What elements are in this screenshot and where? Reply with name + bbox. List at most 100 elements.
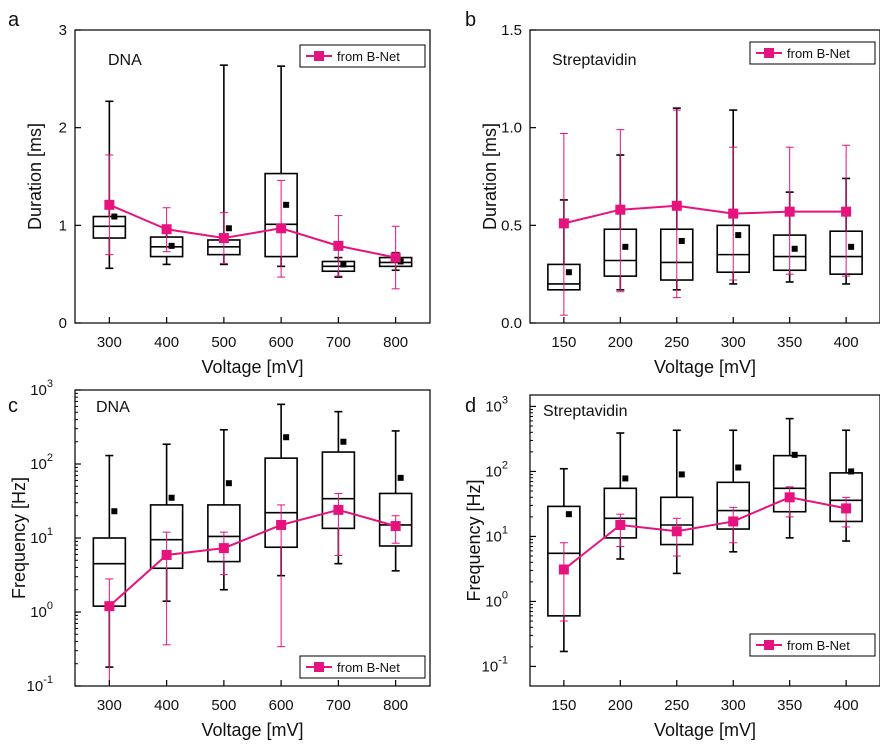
bnet-point [161,549,172,560]
panel-label: a [8,9,20,31]
mean-marker [848,468,855,475]
series-bnet [558,109,852,316]
legend: from B-Net [749,41,876,65]
mean-marker [340,438,347,445]
mean-marker [225,480,232,487]
bnet-point [784,492,795,503]
y-tick-label: 103 [30,378,53,399]
x-tick-label: 300 [97,334,122,351]
y-tick-label: 101 [30,526,53,547]
y-tick-label: 1.5 [501,22,522,39]
y-tick-label: 1.0 [501,120,522,137]
bnet-point [276,223,287,234]
x-tick-label: 250 [664,697,689,714]
mean-marker [111,508,118,515]
y-tick-label: 102 [485,459,508,480]
x-axis-label: Voltage [mV] [654,357,756,377]
legend: from B-Net [299,44,426,68]
y-tick-label: 103 [485,394,508,415]
legend-frame [749,633,876,657]
mean-marker [735,232,742,239]
panel-c: 10-1 100 101 102 103 300 400 500 600 700 800 Voltag… [8,378,431,740]
x-tick-label: 400 [834,334,859,351]
mean-marker [565,269,572,276]
bnet-point [728,208,739,219]
series-bnet [104,154,401,290]
y-tick-label: 0.0 [501,315,522,332]
mean-marker [735,464,742,471]
y-tick-label: 10-1 [482,654,508,675]
x-tick-label: 500 [211,334,236,351]
legend-frame [749,41,876,65]
legend-label: from B-Net [787,638,850,653]
mean-marker [791,451,798,458]
box-350 [772,417,807,539]
x-tick-label: 150 [551,334,576,351]
plot-area [92,64,413,290]
x-tick-label: 400 [154,334,179,351]
legend-label: from B-Net [337,660,400,675]
mean-marker [283,434,290,441]
mean-marker [397,474,404,481]
y-tick-label: 0.5 [501,217,522,234]
bnet-point [671,526,682,537]
axes-frame [74,29,431,324]
x-tick-label: 700 [326,334,351,351]
box-800 [378,430,413,572]
panel-title: DNA [108,52,142,69]
x-tick-label: 200 [608,697,633,714]
y-tick-label: 10-1 [27,674,53,695]
bnet-point [333,504,344,515]
mean-marker [168,242,175,249]
y-tick-label: 100 [30,600,53,621]
x-tick-label: 500 [211,697,236,714]
bnet-point [558,218,569,229]
y-tick-label: 2 [59,120,67,137]
x-tick-label: 300 [721,334,746,351]
legend-marker [764,48,774,58]
x-tick-label: 250 [664,334,689,351]
bnet-line [563,496,847,571]
legend-marker [764,640,774,650]
panel-b: 0.0 0.5 1.0 1.5 150 200 250 300 350 400 Voltage [m… [465,9,880,377]
bnet-point [615,204,626,215]
bnet-point [841,206,852,217]
panel-label: c [8,395,18,417]
y-axis-label: Duration [ms] [25,123,45,230]
y-tick-label: 101 [485,524,508,545]
bnet-point [104,199,115,210]
bnet-point [276,519,287,530]
x-tick-label: 800 [383,334,408,351]
bnet-point [728,516,739,527]
legend-marker [314,51,324,61]
bnet-line [563,204,847,225]
x-tick-label: 300 [721,697,746,714]
axes-frame [529,29,880,324]
legend-marker [314,662,324,672]
y-tick-label: 102 [30,452,53,473]
x-tick-label: 600 [269,334,294,351]
x-tick-label: 200 [608,334,633,351]
plot-area [547,107,863,316]
axes-frame [74,389,431,687]
mean-marker [340,261,347,268]
axes-frame [529,394,880,687]
bnet-point [218,543,229,554]
bnet-point [218,233,229,244]
panel-title: Streptavidin [552,52,637,69]
panel-label: d [465,395,476,417]
x-tick-label: 400 [834,697,859,714]
y-tick-label: 100 [485,589,508,610]
legend-frame [299,655,426,679]
panel-d: 10-1 100 101 102 103 150 200 250 300 350 400 Voltag… [464,394,880,740]
x-tick-label: 700 [326,697,351,714]
bnet-point [615,519,626,530]
x-tick-label: 350 [777,697,802,714]
panel-a: 0 1 2 3 300 400 500 600 700 800 Voltage [mV] Durati… [8,9,431,377]
series-bnet [558,486,852,622]
legend-label: from B-Net [337,49,400,64]
bnet-point [333,240,344,251]
mean-marker [791,245,798,252]
legend: from B-Net [299,655,426,679]
